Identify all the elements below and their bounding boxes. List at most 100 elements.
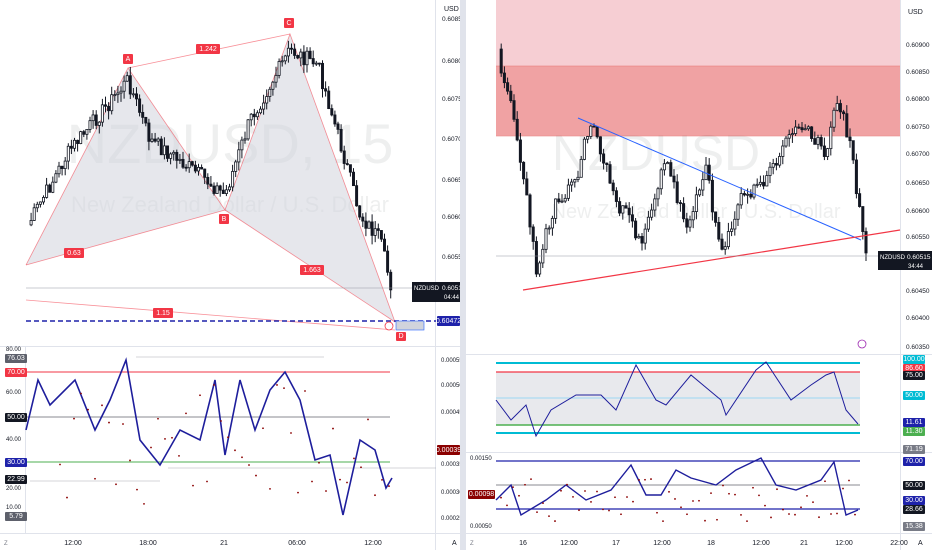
left-candle-body — [305, 50, 309, 66]
osc-badge-upper — [5, 368, 27, 377]
right-candle-body — [499, 48, 503, 74]
left-candle-body — [342, 150, 346, 164]
left-time-tick: 18:00 — [139, 540, 157, 547]
osc-dot — [339, 478, 341, 481]
right-price-tag-value: 0.60515 — [907, 254, 931, 261]
right-osc-badge-text: 86.60 — [905, 365, 923, 372]
right-osc2-dot — [752, 486, 754, 489]
right-candle-body — [810, 126, 814, 139]
right-candle-body — [576, 176, 580, 181]
osc-dot — [346, 481, 348, 484]
osc-badge-lower-text: 30.00 — [7, 459, 25, 466]
left-candle-body — [184, 166, 188, 169]
left-chart-panel[interactable]: NZDUSD, 15New Zealand Dollar / U.S. Doll… — [0, 0, 460, 550]
left-candle-body — [69, 145, 73, 149]
osc2-left-tick: 0.00050 — [470, 524, 492, 530]
left-candle-body — [38, 201, 42, 205]
left-candle-body — [379, 230, 383, 240]
right-osc2-dot — [794, 513, 796, 516]
left-candle-body — [330, 108, 334, 116]
right-candle-body — [730, 228, 734, 232]
osc-dot — [311, 480, 313, 483]
left-candle-body — [333, 114, 337, 125]
left-target-tag-text: 0.60472 — [436, 318, 460, 325]
right-candle-body — [835, 103, 839, 111]
right-time-tick: 21 — [800, 540, 808, 547]
left-price-tick: 0.60750 — [442, 96, 460, 103]
osc-badge-top-text: 76.03 — [7, 355, 25, 362]
ratio-label-xa-text: 0.63 — [67, 250, 81, 257]
left-time-tick: 21 — [220, 540, 228, 547]
osc-badge-top — [5, 354, 27, 363]
right-candle-body — [691, 211, 695, 221]
left-candle-body — [255, 112, 259, 118]
right-osc2-dot — [824, 480, 826, 483]
left-candle-body — [94, 114, 98, 126]
osc-tick: 20.00 — [6, 486, 22, 492]
left-candle-body — [110, 94, 114, 112]
left-currency-label: USD — [444, 6, 459, 13]
right-candle-body — [550, 217, 554, 229]
osc-dot — [59, 463, 61, 466]
right-price-tick: 0.60450 — [906, 288, 930, 295]
right-candle-body — [502, 72, 506, 84]
right-candle-body — [682, 203, 686, 220]
xab-triangle — [26, 68, 225, 265]
right-candle-body — [538, 262, 542, 275]
right-candle-body — [742, 193, 746, 196]
left-candle-body — [88, 120, 92, 130]
osc2-left-badge-text: 0.00098 — [469, 491, 494, 498]
right-candle-body — [515, 118, 519, 141]
right-candle-body — [733, 218, 737, 230]
right-osc2-dot — [524, 483, 526, 486]
ratio-label-bc-text: 1.663 — [303, 267, 321, 274]
left-candle-body — [352, 171, 355, 187]
left-candle-body — [321, 62, 324, 90]
right-candle-body — [848, 136, 852, 142]
pattern-label-a — [123, 54, 133, 64]
osc-badge-mid-text: 50.00 — [7, 414, 25, 421]
right-osc-badge-text: 100.00 — [903, 356, 925, 363]
left-candle-body — [150, 138, 154, 142]
osc-dot — [129, 459, 131, 462]
right-candle-body — [787, 134, 791, 139]
osc-dot — [360, 466, 362, 469]
left-chart-svg[interactable]: NZDUSD, 15New Zealand Dollar / U.S. Doll… — [0, 0, 460, 550]
right-chart-panel[interactable]: NZDUSD New Zealand Dollar / U.S. Dollar 0.… — [466, 0, 932, 550]
right-osc-badge-text: 71.19 — [905, 446, 923, 453]
pattern-label-b-text: B — [222, 216, 227, 223]
right-candle-body — [838, 103, 842, 113]
right-price-tag-symbol: NZDUSD — [880, 255, 906, 261]
right-candle-body — [563, 197, 567, 202]
left-candle-body — [48, 184, 52, 193]
right-candle-body — [640, 236, 644, 244]
osc-dot — [171, 436, 173, 439]
osc-dot — [185, 412, 187, 415]
right-corner-z: Z — [470, 541, 474, 547]
right-osc2-dot — [554, 520, 556, 522]
left-candle-body — [97, 121, 101, 126]
left-candle-body — [187, 161, 191, 169]
left-price-tick: 0.60650 — [442, 177, 460, 184]
bcd-triangle — [225, 34, 395, 322]
right-osc2-dot — [632, 500, 634, 503]
right-osc-badge — [903, 355, 925, 364]
right-candle-body — [653, 198, 657, 211]
osc-dot — [318, 461, 320, 464]
right-osc2-dot — [572, 495, 574, 498]
right-osc2-dot — [680, 506, 682, 509]
left-corner-z: Z — [4, 541, 8, 547]
right-candle-body — [762, 181, 766, 187]
osc-dot — [255, 474, 257, 477]
right-osc2-badge-text: 28.66 — [905, 506, 923, 513]
right-price-tick: 0.60550 — [906, 234, 930, 241]
osc-dot — [66, 496, 68, 499]
right-candle-body — [650, 209, 654, 218]
left-candle-body — [286, 47, 290, 57]
panel-divider[interactable] — [460, 0, 466, 550]
right-time-tick: 12:00 — [560, 540, 578, 547]
left-candle-body — [373, 228, 377, 236]
left-candle-body — [364, 220, 368, 229]
left-candle-body — [51, 181, 55, 193]
